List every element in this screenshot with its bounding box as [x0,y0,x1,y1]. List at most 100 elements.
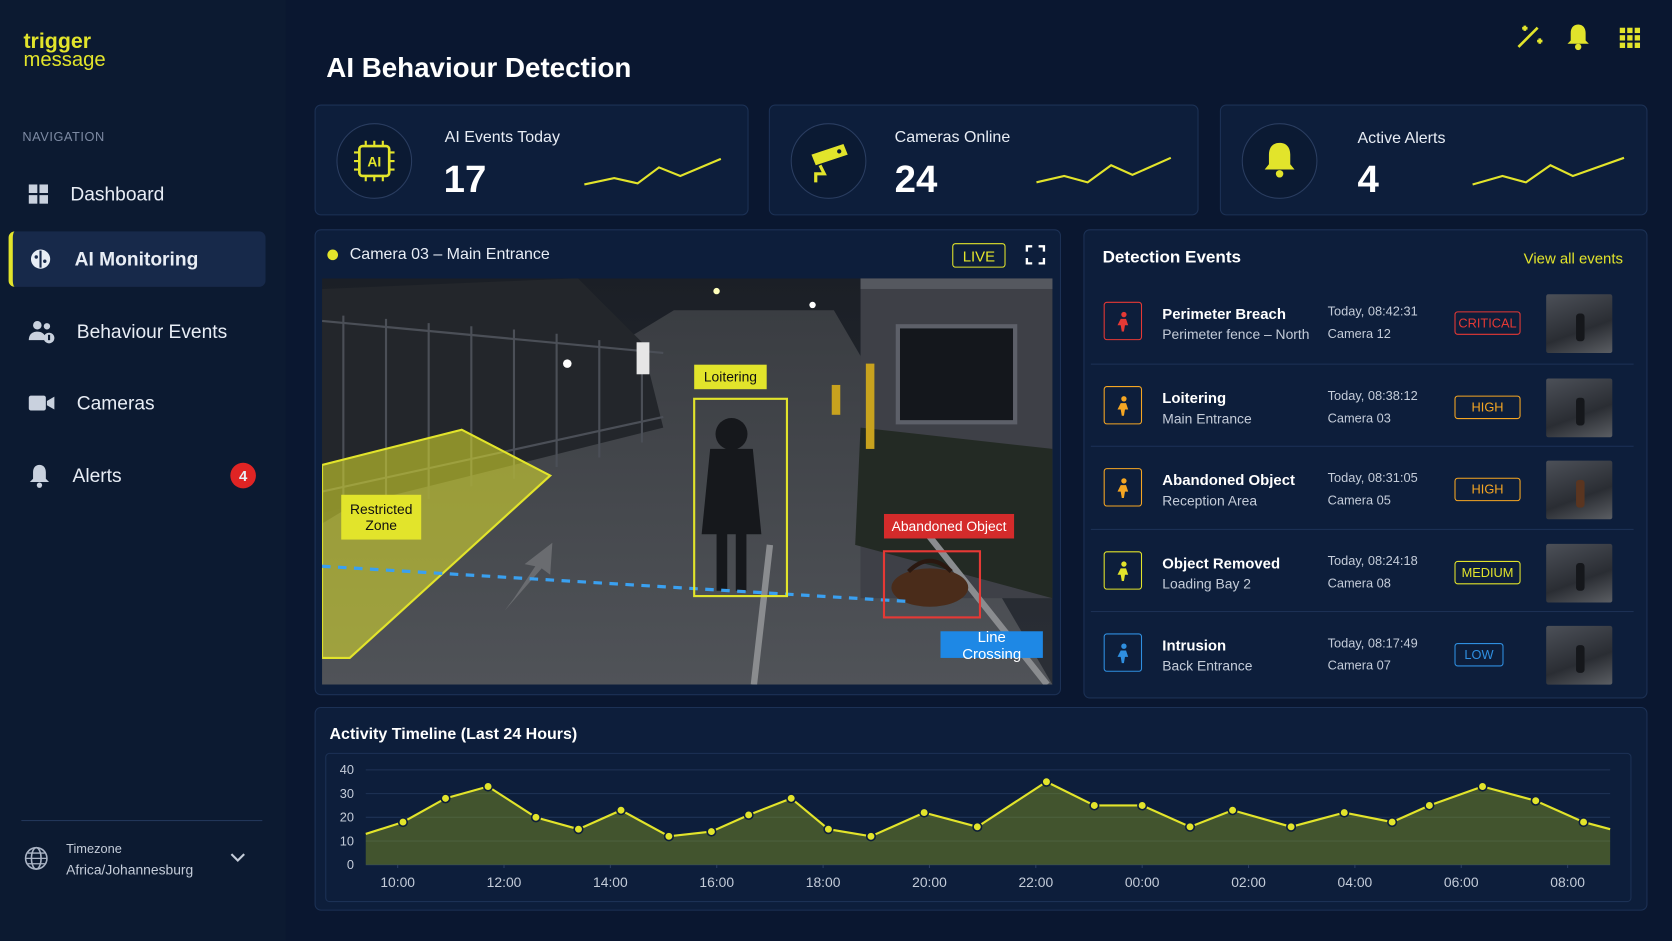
x-tick-label: 00:00 [1125,874,1160,890]
event-camera: Camera 12 [1327,326,1391,342]
detection-label: Restricted Zone [341,494,422,540]
point [1089,800,1100,811]
y-tick-label: 30 [340,786,354,801]
event-title: Abandoned Object [1162,471,1296,489]
chart-frame [325,752,1632,903]
event-location: Main Entrance [1162,410,1252,427]
view-all-link[interactable]: View all events [1523,249,1623,267]
bell-icon-dot [1574,43,1582,51]
video-scene [322,278,1053,685]
y-tick-label: 0 [347,857,354,872]
x-tick-label: 18:00 [806,874,841,890]
event-title: Object Removed [1162,554,1281,572]
divider [21,820,263,822]
point [1424,800,1435,811]
event-row[interactable]: Abandoned Object Reception Area Today, 08:… [1090,445,1634,529]
logo[interactable]: trigger message [23,29,106,72]
event-row[interactable]: Intrusion Back Entrance Today, 08:17:49 Cam… [1090,611,1634,689]
event-thumbnail [1546,625,1613,685]
timezone-value[interactable]: Africa/Johannesburg [66,861,194,878]
nav-label: Alerts [72,464,122,486]
x-tick-label: 20:00 [912,874,947,890]
event-time: Today, 08:24:18 [1327,553,1418,569]
status-dot [327,249,339,261]
chip-label: AI [367,153,381,169]
point [1137,800,1148,811]
logo-line2: message [23,49,106,72]
point [706,826,717,837]
glyph-body [1117,485,1129,498]
glyph-body [1117,568,1129,582]
event-time: Today, 08:17:49 [1327,635,1418,651]
apps-icon[interactable] [1619,27,1641,48]
chart-title: Activity Timeline (Last 24 Hours) [329,725,578,744]
nav-item[interactable]: Dashboard [9,166,266,221]
thumb-figure [1576,479,1585,508]
x-tick-label: 02:00 [1231,874,1266,890]
fullscreen-button[interactable] [1025,244,1046,265]
point [1286,821,1297,832]
point [573,824,584,835]
nav-item[interactable]: Behaviour Events [9,304,266,359]
nav-label: Behaviour Events [76,320,228,342]
badge: 4 [230,462,256,489]
icon [28,184,48,204]
nav-item[interactable]: Cameras [9,375,266,430]
x-tick-label: 06:00 [1444,874,1479,890]
logo-line1: trigger [23,29,92,54]
camera-card: Camera 03 – Main Entrance LIVE [314,229,1061,696]
point [1184,821,1196,832]
event-icon [1103,633,1143,672]
detection-label: Loitering [694,364,767,390]
chevron[interactable] [229,851,246,864]
event-thumbnail [1546,460,1613,520]
glyph-body [1117,318,1129,332]
event-row[interactable]: Loitering Main Entrance Today, 08:38:12 Cam… [1090,363,1634,447]
nav-item[interactable]: Alerts 4 [9,448,266,503]
event-camera: Camera 05 [1327,492,1391,508]
nav-item-active[interactable]: AI Monitoring [8,231,266,287]
event-camera: Camera 07 [1327,657,1391,673]
page-title: AI Behaviour Detection [326,51,632,84]
event-icon [1103,551,1143,590]
detection-label: Line Crossing [940,628,1043,662]
point [972,821,983,832]
event-icon [1103,386,1143,425]
event-row[interactable]: Object Removed Loading Bay 2 Today, 08:24:… [1090,528,1634,612]
event-title: Perimeter Breach [1162,304,1286,323]
stat-card: AI AI Events Today 17 [314,104,749,216]
bell-icon[interactable] [1567,24,1589,44]
magic-icon[interactable] [1517,25,1543,48]
top-icons [1517,24,1641,51]
x-tick-label: 04:00 [1338,874,1373,890]
thumb-figure [1576,563,1585,591]
severity-badge: LOW [1454,642,1504,667]
point [1387,817,1398,828]
x-tick-label: 16:00 [699,874,734,890]
camera-title: Camera 03 – Main Entrance [349,245,550,264]
stat-label: Cameras Online [894,127,1011,147]
point [919,807,930,818]
event-icon [1103,301,1143,341]
glyph-body [1117,403,1129,416]
stat-icon [790,123,867,199]
point [1227,805,1238,816]
event-title: Loitering [1162,389,1227,407]
event-glyph [1117,643,1129,664]
sparkline [1036,156,1172,184]
x-tick-label: 10:00 [380,874,415,890]
event-row[interactable]: Perimeter Breach Perimeter fence – North T… [1091,280,1634,362]
point [1477,781,1488,792]
icon [28,320,55,344]
event-title: Intrusion [1162,636,1227,654]
y-tick-label: 20 [340,810,354,825]
globe-icon [24,846,48,870]
event-camera: Camera 03 [1327,410,1391,426]
point [823,824,834,835]
point [663,831,674,842]
stat-value: 4 [1357,156,1379,201]
event-location: Perimeter fence – North [1162,326,1310,343]
thumb-figure [1576,397,1585,426]
